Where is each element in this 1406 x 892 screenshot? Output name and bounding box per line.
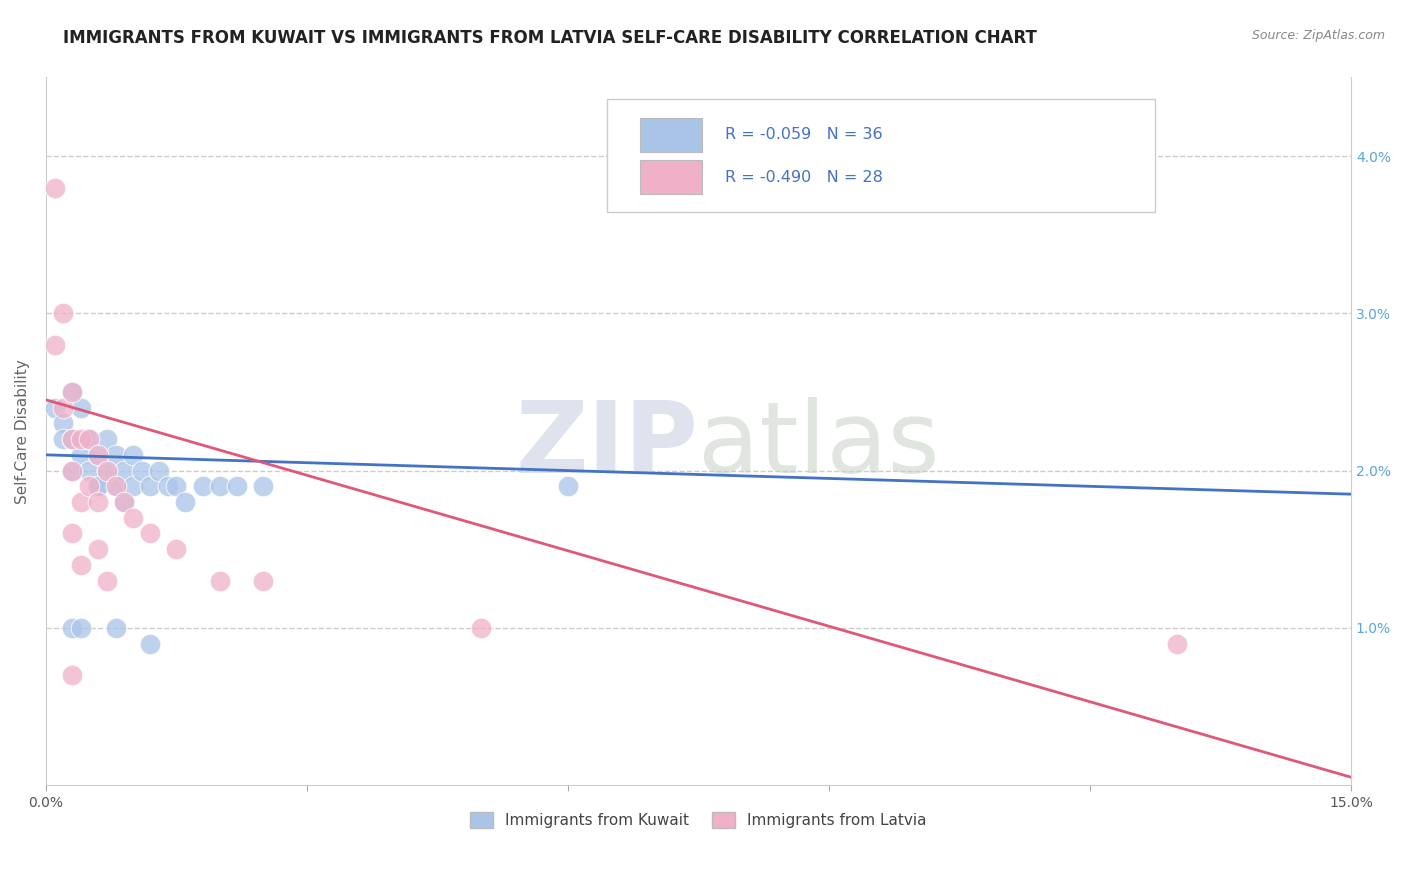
- Point: [131, 464, 153, 478]
- Point: [1166, 636, 1188, 650]
- Point: [69, 495, 91, 509]
- Point: [60, 432, 83, 446]
- Point: [166, 542, 188, 557]
- Point: [470, 621, 492, 635]
- Point: [96, 574, 118, 588]
- Point: [139, 526, 162, 541]
- Point: [79, 464, 101, 478]
- Point: [139, 479, 162, 493]
- Point: [174, 495, 197, 509]
- Point: [122, 448, 145, 462]
- Point: [52, 417, 75, 431]
- Point: [60, 384, 83, 399]
- Text: IMMIGRANTS FROM KUWAIT VS IMMIGRANTS FROM LATVIA SELF-CARE DISABILITY CORRELATIO: IMMIGRANTS FROM KUWAIT VS IMMIGRANTS FRO…: [63, 29, 1038, 46]
- Point: [87, 448, 110, 462]
- Point: [60, 668, 83, 682]
- Point: [60, 384, 83, 399]
- Point: [60, 621, 83, 635]
- Point: [69, 558, 91, 572]
- Point: [104, 479, 127, 493]
- Legend: Immigrants from Kuwait, Immigrants from Latvia: Immigrants from Kuwait, Immigrants from …: [464, 805, 934, 834]
- Point: [69, 448, 91, 462]
- Point: [69, 432, 91, 446]
- Y-axis label: Self-Care Disability: Self-Care Disability: [15, 359, 30, 504]
- Point: [122, 510, 145, 524]
- Point: [96, 464, 118, 478]
- Text: R = -0.490   N = 28: R = -0.490 N = 28: [724, 169, 883, 185]
- Point: [112, 464, 135, 478]
- Point: [122, 479, 145, 493]
- Point: [87, 448, 110, 462]
- Point: [52, 401, 75, 415]
- Point: [44, 401, 66, 415]
- Point: [87, 495, 110, 509]
- Point: [79, 432, 101, 446]
- Point: [208, 479, 231, 493]
- Text: R = -0.059   N = 36: R = -0.059 N = 36: [724, 128, 882, 142]
- Point: [104, 621, 127, 635]
- Point: [60, 432, 83, 446]
- Point: [112, 495, 135, 509]
- Point: [104, 479, 127, 493]
- Point: [52, 306, 75, 320]
- Point: [112, 495, 135, 509]
- Point: [60, 464, 83, 478]
- Point: [44, 338, 66, 352]
- Point: [252, 574, 274, 588]
- Point: [166, 479, 188, 493]
- Point: [87, 542, 110, 557]
- Point: [208, 574, 231, 588]
- Point: [44, 180, 66, 194]
- Point: [96, 432, 118, 446]
- Point: [191, 479, 214, 493]
- Point: [87, 479, 110, 493]
- Text: ZIP: ZIP: [516, 397, 699, 494]
- Point: [139, 636, 162, 650]
- Point: [96, 464, 118, 478]
- Point: [148, 464, 170, 478]
- Point: [252, 479, 274, 493]
- Point: [69, 621, 91, 635]
- Point: [87, 479, 110, 493]
- FancyBboxPatch shape: [640, 161, 703, 194]
- FancyBboxPatch shape: [607, 99, 1156, 212]
- Text: Source: ZipAtlas.com: Source: ZipAtlas.com: [1251, 29, 1385, 42]
- Point: [226, 479, 249, 493]
- Point: [156, 479, 179, 493]
- Text: atlas: atlas: [699, 397, 941, 494]
- Point: [52, 432, 75, 446]
- Point: [104, 448, 127, 462]
- Point: [60, 464, 83, 478]
- FancyBboxPatch shape: [640, 118, 703, 152]
- Point: [69, 401, 91, 415]
- Point: [60, 526, 83, 541]
- Point: [79, 479, 101, 493]
- Point: [557, 479, 579, 493]
- Point: [79, 432, 101, 446]
